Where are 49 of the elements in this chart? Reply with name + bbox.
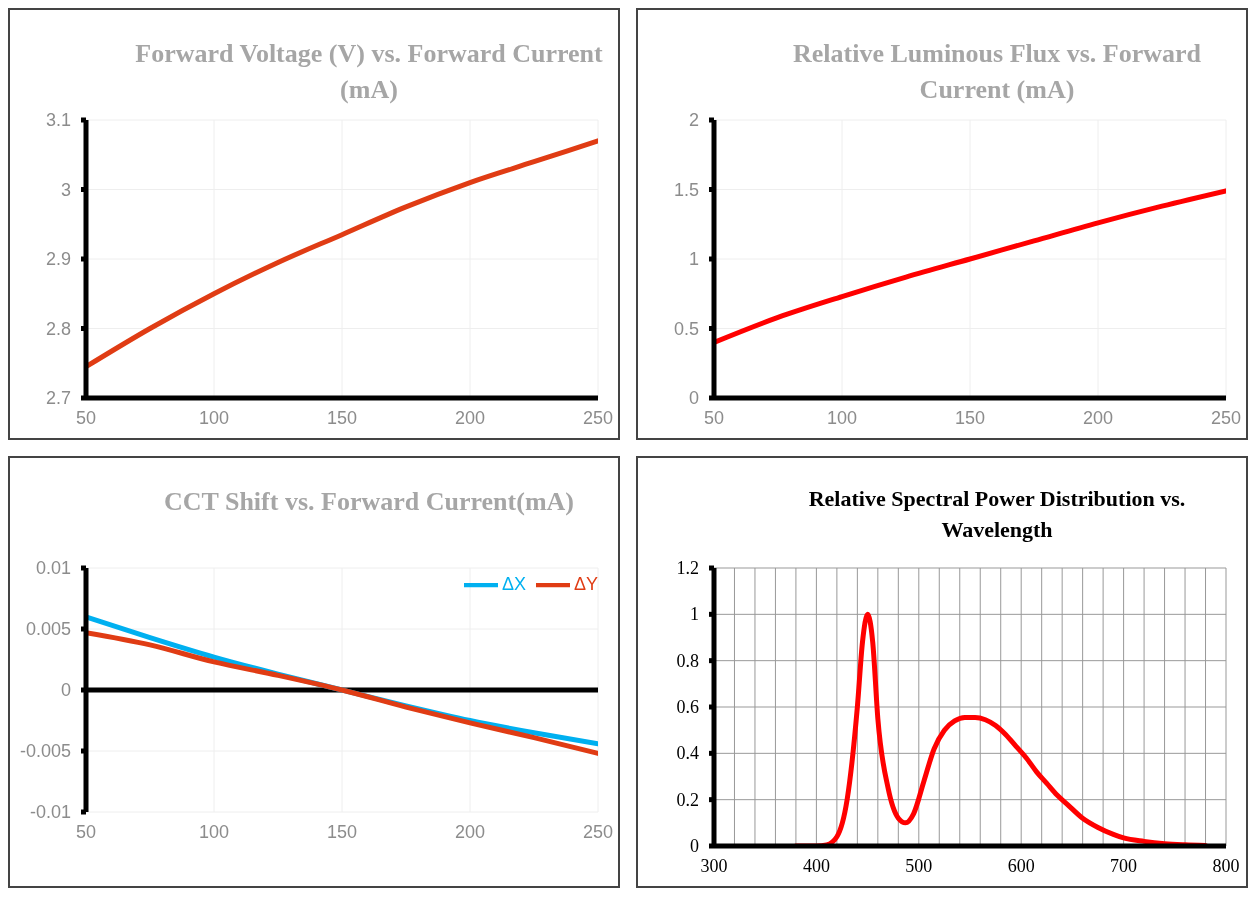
x-tick-label: 300 — [700, 856, 728, 876]
y-tick-label: 1 — [690, 604, 699, 625]
chart-title: Forward Voltage (V) vs. Forward Current (mA) — [134, 38, 604, 107]
legend-label: ΔX — [501, 573, 526, 594]
x-tick-label: 50 — [75, 822, 97, 842]
x-tick-label: 500 — [905, 856, 933, 876]
y-tick-label: 3.1 — [45, 110, 71, 130]
y-tick-label: 0 — [690, 836, 699, 856]
y-tick-label: 0.2 — [676, 789, 699, 810]
x-tick-label: 400 — [802, 856, 830, 876]
y-tick-label: 0 — [60, 680, 71, 700]
y-tick-label: 0.8 — [676, 650, 699, 671]
x-tick-label: 250 — [1210, 408, 1242, 428]
x-tick-label: 100 — [826, 408, 858, 428]
x-tick-label: 50 — [75, 408, 97, 428]
y-tick-label: 2.7 — [45, 388, 71, 408]
y-tick-label: 2.9 — [45, 249, 71, 269]
y-tick-label: 1.2 — [676, 558, 699, 578]
y-tick-label: 1.5 — [673, 179, 699, 200]
x-tick-label: 50 — [703, 408, 725, 428]
y-tick-label: 0.5 — [673, 318, 699, 339]
x-tick-label: 800 — [1212, 856, 1240, 876]
x-tick-label: 250 — [582, 408, 614, 428]
y-tick-label: 2 — [688, 110, 699, 130]
y-tick-label: -0.01 — [29, 802, 71, 822]
y-tick-label: 1 — [688, 249, 699, 269]
x-tick-label: 150 — [326, 822, 358, 842]
y-tick-label: 2.8 — [45, 318, 71, 339]
y-tick-label: 0.6 — [676, 697, 699, 717]
chart-title: CCT Shift vs. Forward Current(mA) — [163, 486, 575, 518]
y-tick-label: 0.4 — [676, 743, 699, 764]
x-tick-label: 700 — [1110, 856, 1138, 876]
x-tick-label: 200 — [454, 822, 486, 842]
x-tick-label: 150 — [954, 408, 986, 428]
x-tick-label: 150 — [326, 408, 358, 428]
y-tick-label: 0 — [688, 388, 699, 408]
x-tick-label: 600 — [1007, 856, 1035, 876]
y-tick-label: 0.005 — [25, 619, 71, 639]
y-tick-label: 0.01 — [35, 558, 71, 578]
y-tick-label: -0.005 — [19, 741, 71, 761]
x-tick-label: 250 — [582, 822, 614, 842]
x-tick-label: 100 — [198, 408, 230, 428]
x-tick-label: 200 — [1082, 408, 1114, 428]
chart-title: Relative Luminous Flux vs. Forward Current (mA) — [791, 38, 1203, 107]
legend-label: ΔY — [573, 573, 598, 594]
x-tick-label: 100 — [198, 822, 230, 842]
chart-title: Relative Spectral Power Distribution vs. Wavelength — [807, 485, 1187, 544]
x-tick-label: 200 — [454, 408, 486, 428]
y-tick-label: 3 — [60, 179, 71, 200]
